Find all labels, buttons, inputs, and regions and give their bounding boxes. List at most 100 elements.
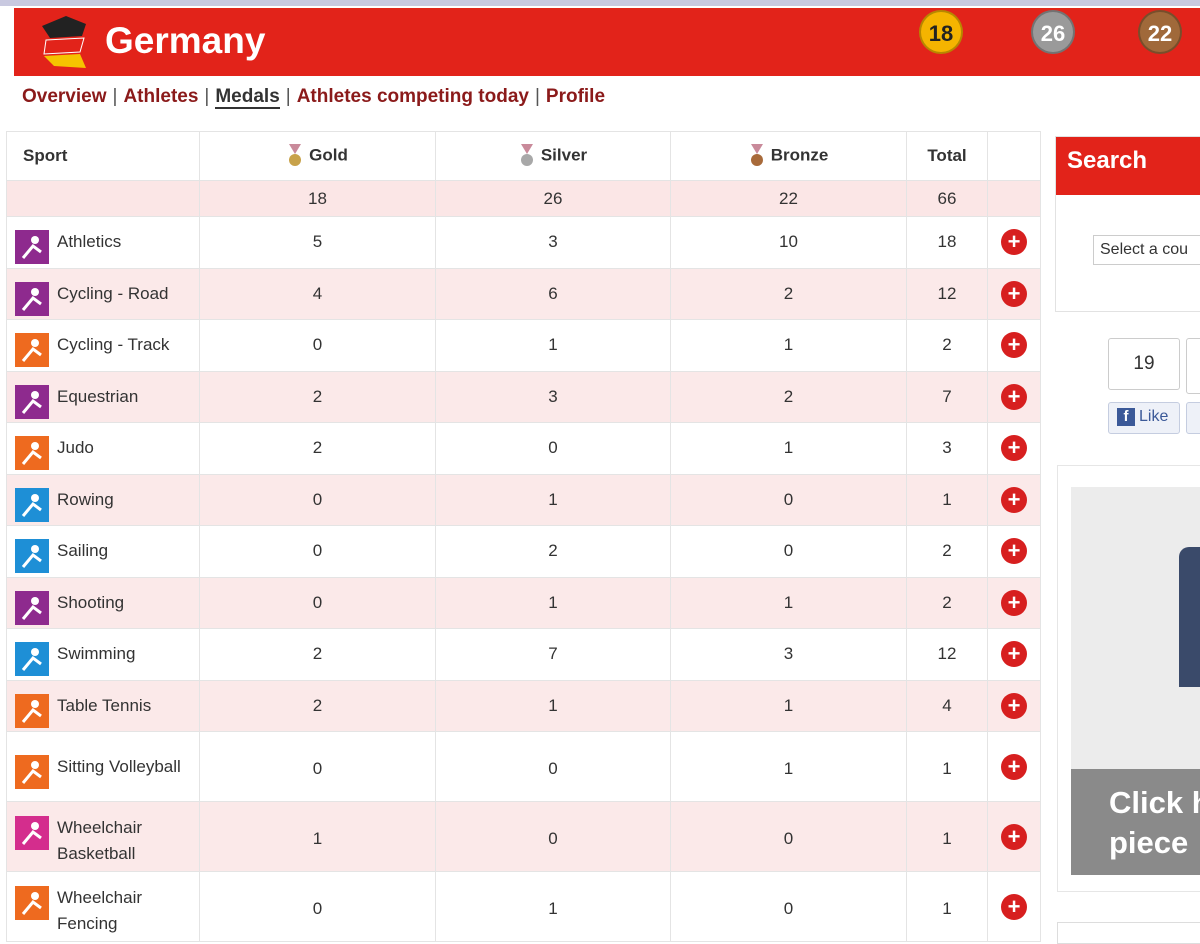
nav-link[interactable]: Athletes — [123, 86, 199, 107]
sport-icon — [15, 487, 49, 522]
sport-cell: Equestrian — [6, 370, 200, 423]
nav-separator: | — [204, 86, 210, 107]
country-title: Germany — [105, 20, 266, 61]
medal-cell: 1 — [670, 576, 907, 629]
medal-cell: 1 — [670, 731, 907, 802]
expand-button[interactable]: + — [1001, 538, 1027, 565]
cell — [987, 180, 1041, 217]
sport-icon — [15, 230, 49, 265]
tweet-button[interactable] — [1186, 402, 1200, 434]
sport-name: Table Tennis — [57, 695, 152, 715]
medal-cell: 0 — [670, 871, 907, 942]
expand-button[interactable]: + — [1001, 229, 1027, 256]
sport-name: Wheelchair Basketball — [57, 818, 143, 863]
sport-name: Cycling - Road — [57, 283, 169, 303]
sport-row: Judo 2 0 1 3 + — [6, 422, 1041, 475]
search-title: Search — [1056, 137, 1200, 195]
expand-button[interactable]: + — [1001, 893, 1027, 920]
medal-cell: 3 — [435, 370, 671, 423]
medal-cell: 1 — [906, 731, 988, 802]
nav-separator: | — [285, 86, 291, 107]
total-cell: 18 — [199, 180, 436, 217]
sport-row: Swimming 2 7 3 12 + — [6, 628, 1041, 681]
medal-cell: 0 — [670, 801, 907, 872]
column-header — [987, 131, 1041, 181]
medal-cell: 1 — [435, 319, 671, 372]
nav-link[interactable]: Profile — [545, 86, 606, 107]
nav: Overview | Athletes | Medals | Athletes compet… — [22, 86, 606, 109]
sport-icon — [15, 539, 49, 574]
nav-link[interactable]: Medals — [215, 86, 280, 109]
sport-name: Swimming — [57, 644, 136, 664]
medal-ribbon — [519, 144, 535, 168]
column-header: Total — [906, 131, 988, 181]
medal-cell: 4 — [199, 267, 436, 320]
nav-link[interactable]: Overview — [22, 86, 107, 107]
expand-button[interactable]: + — [1001, 823, 1027, 850]
sport-name: Shooting — [57, 592, 125, 612]
expand-button[interactable]: + — [1001, 383, 1027, 410]
medal-cell: 7 — [906, 370, 988, 423]
expand-button[interactable]: + — [1001, 486, 1027, 513]
sport-row: Shooting 0 1 1 2 + — [6, 576, 1041, 629]
medal-cell: 7 — [435, 628, 671, 681]
sport-name: Cycling - Track — [57, 335, 170, 355]
medal-cell: 0 — [199, 576, 436, 629]
expand-button[interactable]: + — [1001, 692, 1027, 719]
medal-cell: 12 — [906, 267, 988, 320]
sport-icon — [15, 816, 49, 850]
gold-count: 18 — [919, 10, 963, 54]
medal-cell: 1 — [670, 319, 907, 372]
bronze-count: 22 — [1138, 10, 1182, 54]
share-count — [1186, 338, 1200, 394]
sport-wrap: Equestrian — [7, 375, 199, 419]
sport-icon — [15, 281, 49, 316]
sport-cell: Sailing — [6, 525, 200, 578]
medal-cell: 1 — [906, 473, 988, 526]
cell — [6, 180, 200, 217]
sport-icon — [15, 384, 49, 419]
medal-cell: 2 — [906, 319, 988, 372]
totals-row: 18 26 22 66 — [6, 180, 1041, 217]
expand-cell: + — [987, 871, 1041, 942]
sport-row: Sailing 0 2 0 2 + — [6, 525, 1041, 578]
medal-cell: 3 — [435, 216, 671, 269]
total-cell: 66 — [906, 180, 988, 217]
country-select[interactable]: Select a cou — [1093, 235, 1200, 265]
medal-cell: 2 — [906, 525, 988, 578]
medal-cell: 12 — [906, 628, 988, 681]
sport-cell: Rowing — [6, 473, 200, 526]
column-header: Silver — [435, 131, 671, 181]
medal-cell: 3 — [670, 628, 907, 681]
medal-cell: 18 — [906, 216, 988, 269]
sport-wrap: Athletics — [7, 220, 199, 265]
sport-cell: Athletics — [6, 216, 200, 269]
medal-cell: 0 — [435, 801, 671, 872]
like-button[interactable]: f Like — [1108, 402, 1180, 434]
column-header: Gold — [199, 131, 436, 181]
fb-icon: f — [1117, 407, 1135, 426]
sport-cell: Sitting Volleyball — [6, 731, 200, 802]
sport-wrap: Wheelchair Fencing — [7, 876, 199, 937]
ad-panel[interactable]: Click h piece — [1057, 465, 1200, 892]
expand-button[interactable]: + — [1001, 435, 1027, 462]
expand-button[interactable]: + — [1001, 589, 1027, 616]
sport-icon — [15, 754, 49, 789]
expand-button[interactable]: + — [1001, 280, 1027, 307]
sport-cell: Wheelchair Fencing — [6, 871, 200, 942]
medal-cell: 1 — [670, 422, 907, 475]
sport-name: Judo — [57, 438, 94, 458]
expand-cell: + — [987, 525, 1041, 578]
column-title: Bronze — [770, 145, 829, 165]
expand-button[interactable]: + — [1001, 753, 1027, 780]
sport-cell: Wheelchair Basketball — [6, 801, 200, 872]
ad-caption: Click h piece — [1071, 769, 1200, 875]
expand-button[interactable]: + — [1001, 332, 1027, 359]
nav-link[interactable]: Athletes competing today — [296, 86, 529, 107]
like-count-value: 19 — [1133, 353, 1155, 374]
sport-name: Athletics — [57, 232, 122, 252]
sport-row: Equestrian 2 3 2 7 + — [6, 370, 1041, 423]
sport-row: Cycling - Road 4 6 2 12 + — [6, 267, 1041, 320]
expand-button[interactable]: + — [1001, 641, 1027, 668]
